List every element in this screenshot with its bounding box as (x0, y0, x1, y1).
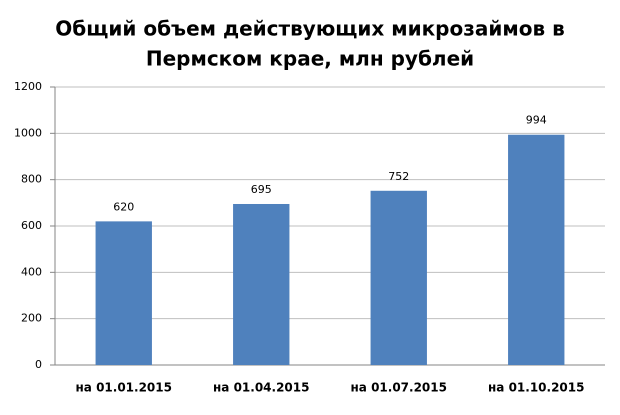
x-tick-label: на 01.10.2015 (488, 381, 584, 395)
x-tick-label: на 01.07.2015 (351, 381, 447, 395)
y-tick-label: 1000 (14, 126, 42, 139)
y-tick-label: 0 (35, 358, 42, 371)
chart-title: Пермском крае, млн рублей (146, 47, 474, 71)
bar (370, 190, 427, 365)
bar (508, 134, 565, 365)
bar (233, 203, 290, 365)
y-tick-label: 600 (21, 219, 42, 232)
value-label: 695 (251, 183, 272, 196)
x-tick-label: на 01.01.2015 (76, 381, 172, 395)
value-label: 994 (526, 114, 547, 127)
chart-title: Общий объем действующих микрозаймов в (55, 17, 564, 41)
y-tick-label: 400 (21, 265, 42, 278)
y-tick-label: 1200 (14, 80, 42, 93)
value-label: 620 (113, 200, 134, 213)
y-tick-label: 800 (21, 173, 42, 186)
value-label: 752 (388, 170, 409, 183)
x-tick-label: на 01.04.2015 (213, 381, 309, 395)
y-tick-label: 200 (21, 312, 42, 325)
bar (95, 221, 152, 365)
